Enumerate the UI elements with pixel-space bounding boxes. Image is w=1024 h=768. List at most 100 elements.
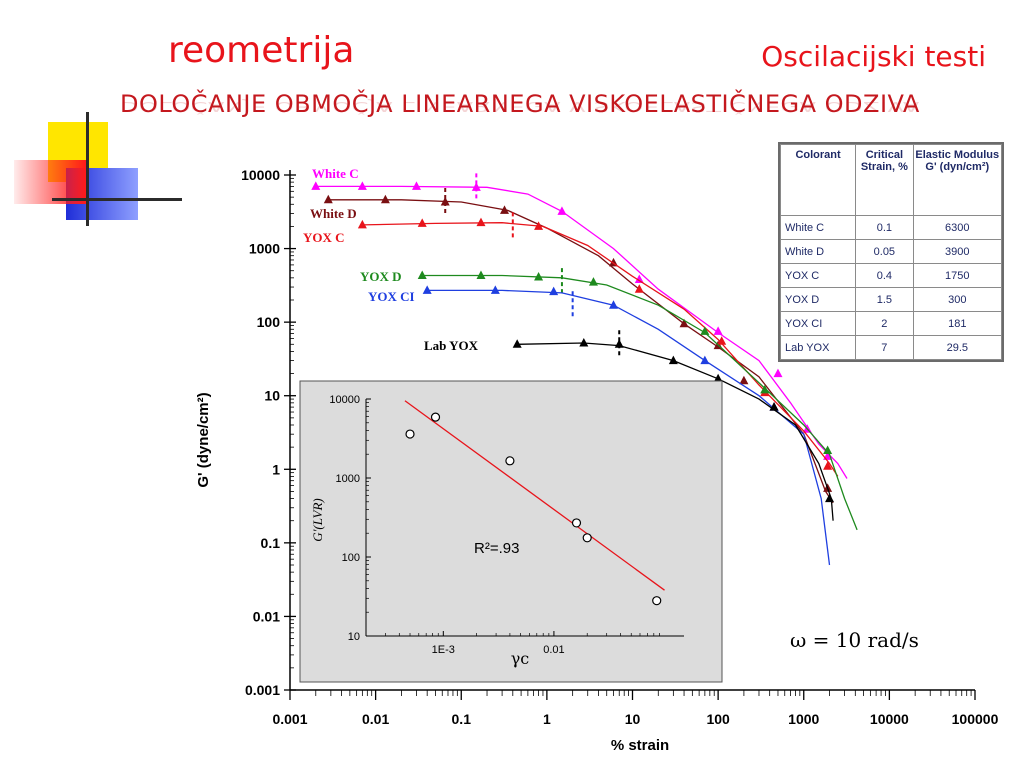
series-label: Lab YOX: [424, 338, 479, 353]
y-tick-label: 100: [257, 314, 281, 330]
x-tick-label: 10000: [870, 711, 909, 727]
data-point: [476, 217, 486, 227]
data-point: [579, 338, 589, 347]
data-point: [634, 284, 644, 293]
table-cell: 2: [855, 311, 914, 336]
data-point: [549, 286, 559, 296]
table-cell: 181: [912, 311, 1003, 336]
table-header: Elastic Modulus G' (dyn/cm²): [912, 144, 1003, 216]
fit-line: [404, 400, 665, 591]
inset-data-point: [652, 596, 662, 606]
inset-panel: [299, 380, 723, 683]
data-point: [588, 277, 598, 286]
inset-y-tick-label: 100: [342, 552, 360, 564]
data-point: [411, 181, 421, 190]
inset-y-tick-label: 10000: [329, 394, 360, 406]
data-point: [357, 181, 367, 190]
table-cell: 0.4: [855, 263, 914, 288]
table-row: YOX CI 2 181: [779, 311, 1003, 336]
y-tick-label: 1000: [249, 241, 280, 257]
table-row: White D 0.05 3900: [779, 239, 1003, 264]
data-point: [823, 461, 833, 470]
slide-title: reometrija: [168, 30, 355, 71]
data-point: [490, 285, 500, 294]
table-cell: 300: [912, 287, 1003, 312]
data-point: [609, 300, 619, 309]
data-point: [614, 339, 624, 348]
x-tick-label: 1: [543, 711, 551, 727]
data-point: [823, 445, 833, 455]
table-cell: 0.1: [855, 215, 914, 240]
table-cell: 1.5: [855, 287, 914, 312]
table-header-row: Colorant Critical Strain, % Elastic Modu…: [779, 144, 1003, 216]
table-cell: White C: [779, 215, 857, 240]
data-point: [713, 373, 723, 383]
table-cell: White D: [779, 239, 857, 264]
table-cell: 7: [855, 335, 914, 360]
series-line: [427, 289, 831, 566]
inset-data-point: [571, 518, 582, 528]
data-point: [311, 181, 321, 190]
data-point: [380, 194, 390, 204]
data-point: [717, 336, 727, 345]
table-row: Lab YOX 7 29.5: [779, 335, 1003, 360]
data-point: [534, 272, 544, 281]
x-tick-label: 10: [625, 711, 641, 727]
y-tick-label: 10000: [241, 167, 280, 183]
series-label: YOX D: [360, 269, 402, 284]
data-point: [760, 384, 770, 394]
r-squared-label: R²=.93: [474, 540, 519, 557]
data-point: [668, 355, 678, 365]
x-tick-label: 0.01: [362, 711, 389, 727]
x-tick-label: 1000: [788, 711, 819, 727]
data-point: [323, 194, 333, 204]
data-point: [679, 318, 689, 328]
data-point: [739, 375, 749, 385]
series-label: White C: [312, 166, 359, 181]
data-point: [713, 326, 723, 335]
table-cell: 1750: [912, 263, 1003, 288]
table-cell: Lab YOX: [779, 335, 857, 360]
inset-y-tick-label: 10: [348, 631, 360, 643]
series-label: YOX CI: [368, 289, 415, 304]
frequency-annotation: ω = 10 rad/s: [790, 628, 919, 652]
data-point: [700, 355, 710, 365]
table-cell: 29.5: [912, 335, 1003, 360]
data-point: [422, 285, 432, 294]
table-cell: 3900: [912, 239, 1003, 264]
data-point: [700, 326, 710, 335]
inset-x-tick-label: 0.01: [543, 644, 564, 656]
critical-strain-table: Colorant Critical Strain, % Elastic Modu…: [778, 142, 1004, 362]
inset-x-label: γc: [511, 649, 530, 668]
series-line: [315, 185, 848, 479]
series-label: White D: [310, 206, 357, 221]
table-cell: YOX D: [779, 287, 857, 312]
inset-data-point: [430, 412, 441, 422]
data-point: [471, 182, 481, 191]
slide-subtitle: DOLOČANJE OBMOČJA LINEARNEGA VISKOELASTI…: [120, 90, 920, 118]
y-tick-label: 0.01: [253, 608, 280, 624]
slide-topic: Oscilacijski testi: [761, 40, 986, 73]
x-tick-label: 100: [706, 711, 730, 727]
data-point: [534, 221, 544, 230]
y-tick-label: 1: [272, 461, 280, 477]
inset-data-point: [405, 429, 415, 439]
table-cell: YOX CI: [779, 311, 857, 336]
data-point: [476, 270, 486, 280]
table-cell: 6300: [912, 215, 1003, 240]
series-line: [517, 342, 834, 521]
series-label: YOX C: [303, 230, 345, 245]
inset-y-label: G'(LVR): [310, 498, 325, 541]
x-tick-label: 0.001: [272, 711, 307, 727]
series-line: [362, 222, 839, 477]
table-header: Critical Strain, %: [855, 144, 914, 216]
x-tick-label: 0.1: [452, 711, 472, 727]
data-point: [417, 270, 427, 280]
data-point: [825, 493, 835, 503]
inset-x-tick-label: 1E-3: [432, 644, 455, 656]
table-row: YOX C 0.4 1750: [779, 263, 1003, 288]
y-tick-label: 0.001: [245, 682, 280, 698]
inset-data-point: [505, 456, 515, 466]
table-row: YOX D 1.5 300: [779, 287, 1003, 312]
